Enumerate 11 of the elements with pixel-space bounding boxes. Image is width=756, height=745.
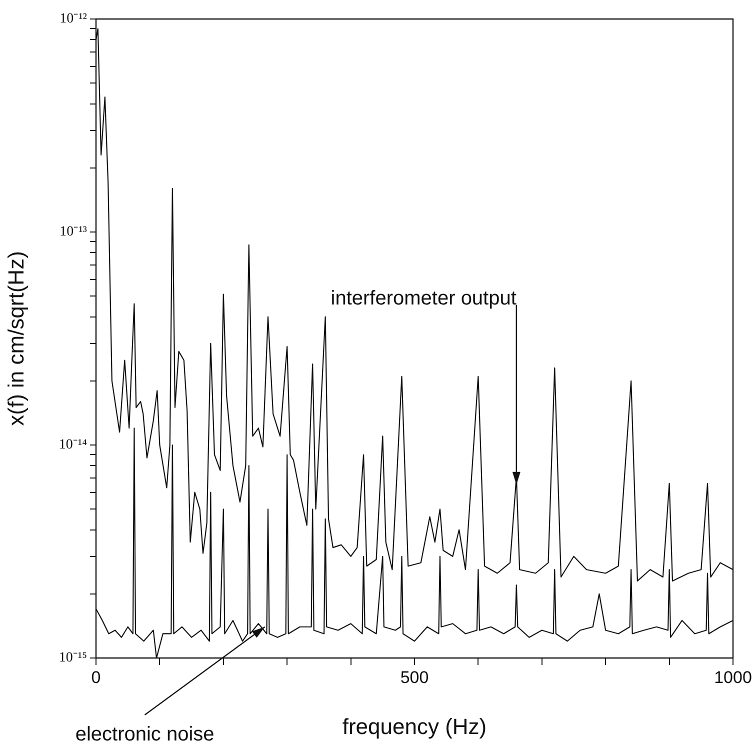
y-axis-title: x(f) in cm/sqrt(Hz) — [3, 251, 28, 426]
annotation: interferometer output — [330, 287, 517, 310]
x-axis-title: frequency (Hz) — [342, 714, 487, 739]
y-tick-label: 10⁻¹⁵ — [58, 650, 88, 666]
x-tick-label: 0 — [91, 668, 101, 687]
y-tick-label: 10⁻¹³ — [60, 224, 87, 240]
y-tick-label: 10⁻¹² — [60, 12, 87, 27]
x-tick-label: 500 — [400, 668, 429, 687]
x-tick-label: 1000 — [714, 668, 752, 687]
annotation: electronic noise — [75, 723, 214, 745]
y-tick-label: 10⁻¹⁴ — [58, 438, 88, 453]
